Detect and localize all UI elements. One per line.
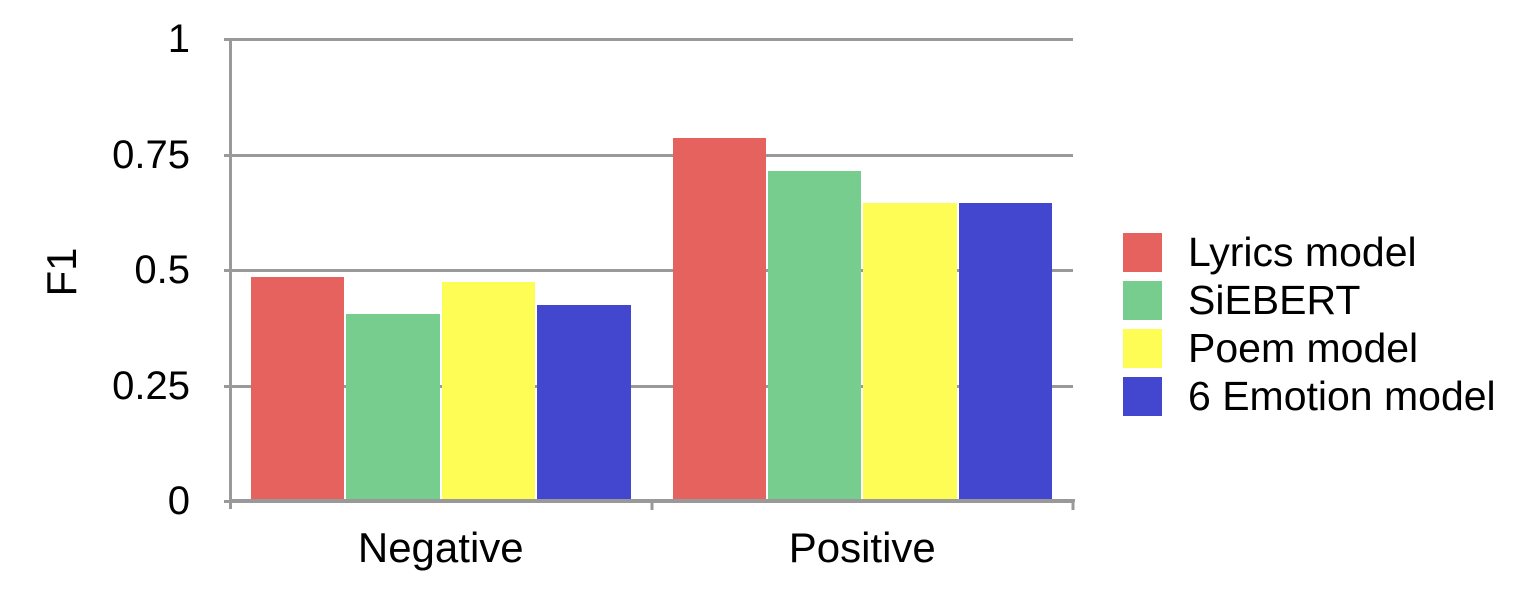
x-category-label-negative: Negative xyxy=(357,524,524,571)
legend-item-siebert: SiEBERT xyxy=(1123,277,1496,323)
gridline-0.75 xyxy=(224,153,1073,157)
y-axis-line xyxy=(229,38,232,509)
bar-lyrics-model-negative xyxy=(251,276,345,501)
legend-label-6-emotion-model: 6 Emotion model xyxy=(1188,373,1496,419)
y-tick-label-0.25: 0.25 xyxy=(112,363,190,408)
x-axis-tick xyxy=(650,500,653,510)
bar-lyrics-model-positive xyxy=(672,138,766,501)
y-tick-label-0.75: 0.75 xyxy=(112,132,190,177)
gridline-1 xyxy=(224,38,1073,41)
plot-area xyxy=(224,38,1075,510)
x-category-label-positive: Positive xyxy=(788,524,936,571)
legend-item-lyrics-model: Lyrics model xyxy=(1123,229,1496,275)
y-tick-label-1: 1 xyxy=(167,17,190,61)
legend-item-poem-model: Poem model xyxy=(1123,325,1496,371)
y-tick-label-0: 0 xyxy=(167,479,190,523)
legend-swatch-poem-model xyxy=(1123,329,1162,368)
gridline-0.25 xyxy=(224,384,1073,388)
legend-label-poem-model: Poem model xyxy=(1188,325,1419,371)
bar-6-emotion-model-negative xyxy=(537,304,631,501)
legend-swatch-lyrics-model xyxy=(1123,233,1162,272)
y-tick-label-0.5: 0.5 xyxy=(134,248,190,292)
y-axis-tick-labels: 1 0.75 0.5 0.25 0 xyxy=(0,19,190,521)
x-category-labels: Negative Positive xyxy=(230,524,1073,584)
legend-swatch-6-emotion-model xyxy=(1123,377,1162,416)
legend-label-siebert: SiEBERT xyxy=(1188,277,1361,323)
legend-item-6-emotion-model: 6 Emotion model xyxy=(1123,373,1496,419)
x-axis-tick xyxy=(1071,500,1075,510)
legend-label-lyrics-model: Lyrics model xyxy=(1188,229,1417,275)
bar-poem-model-positive xyxy=(863,203,957,501)
legend-swatch-siebert xyxy=(1123,281,1162,320)
bar-poem-model-negative xyxy=(441,281,536,501)
bar-siebert-positive xyxy=(767,170,862,501)
bar-siebert-negative xyxy=(346,313,440,501)
bar-6-emotion-model-positive xyxy=(958,203,1052,501)
gridline-0.5 xyxy=(224,269,1073,272)
legend: Lyrics model SiEBERT Poem model 6 Emotion m… xyxy=(1123,229,1496,425)
